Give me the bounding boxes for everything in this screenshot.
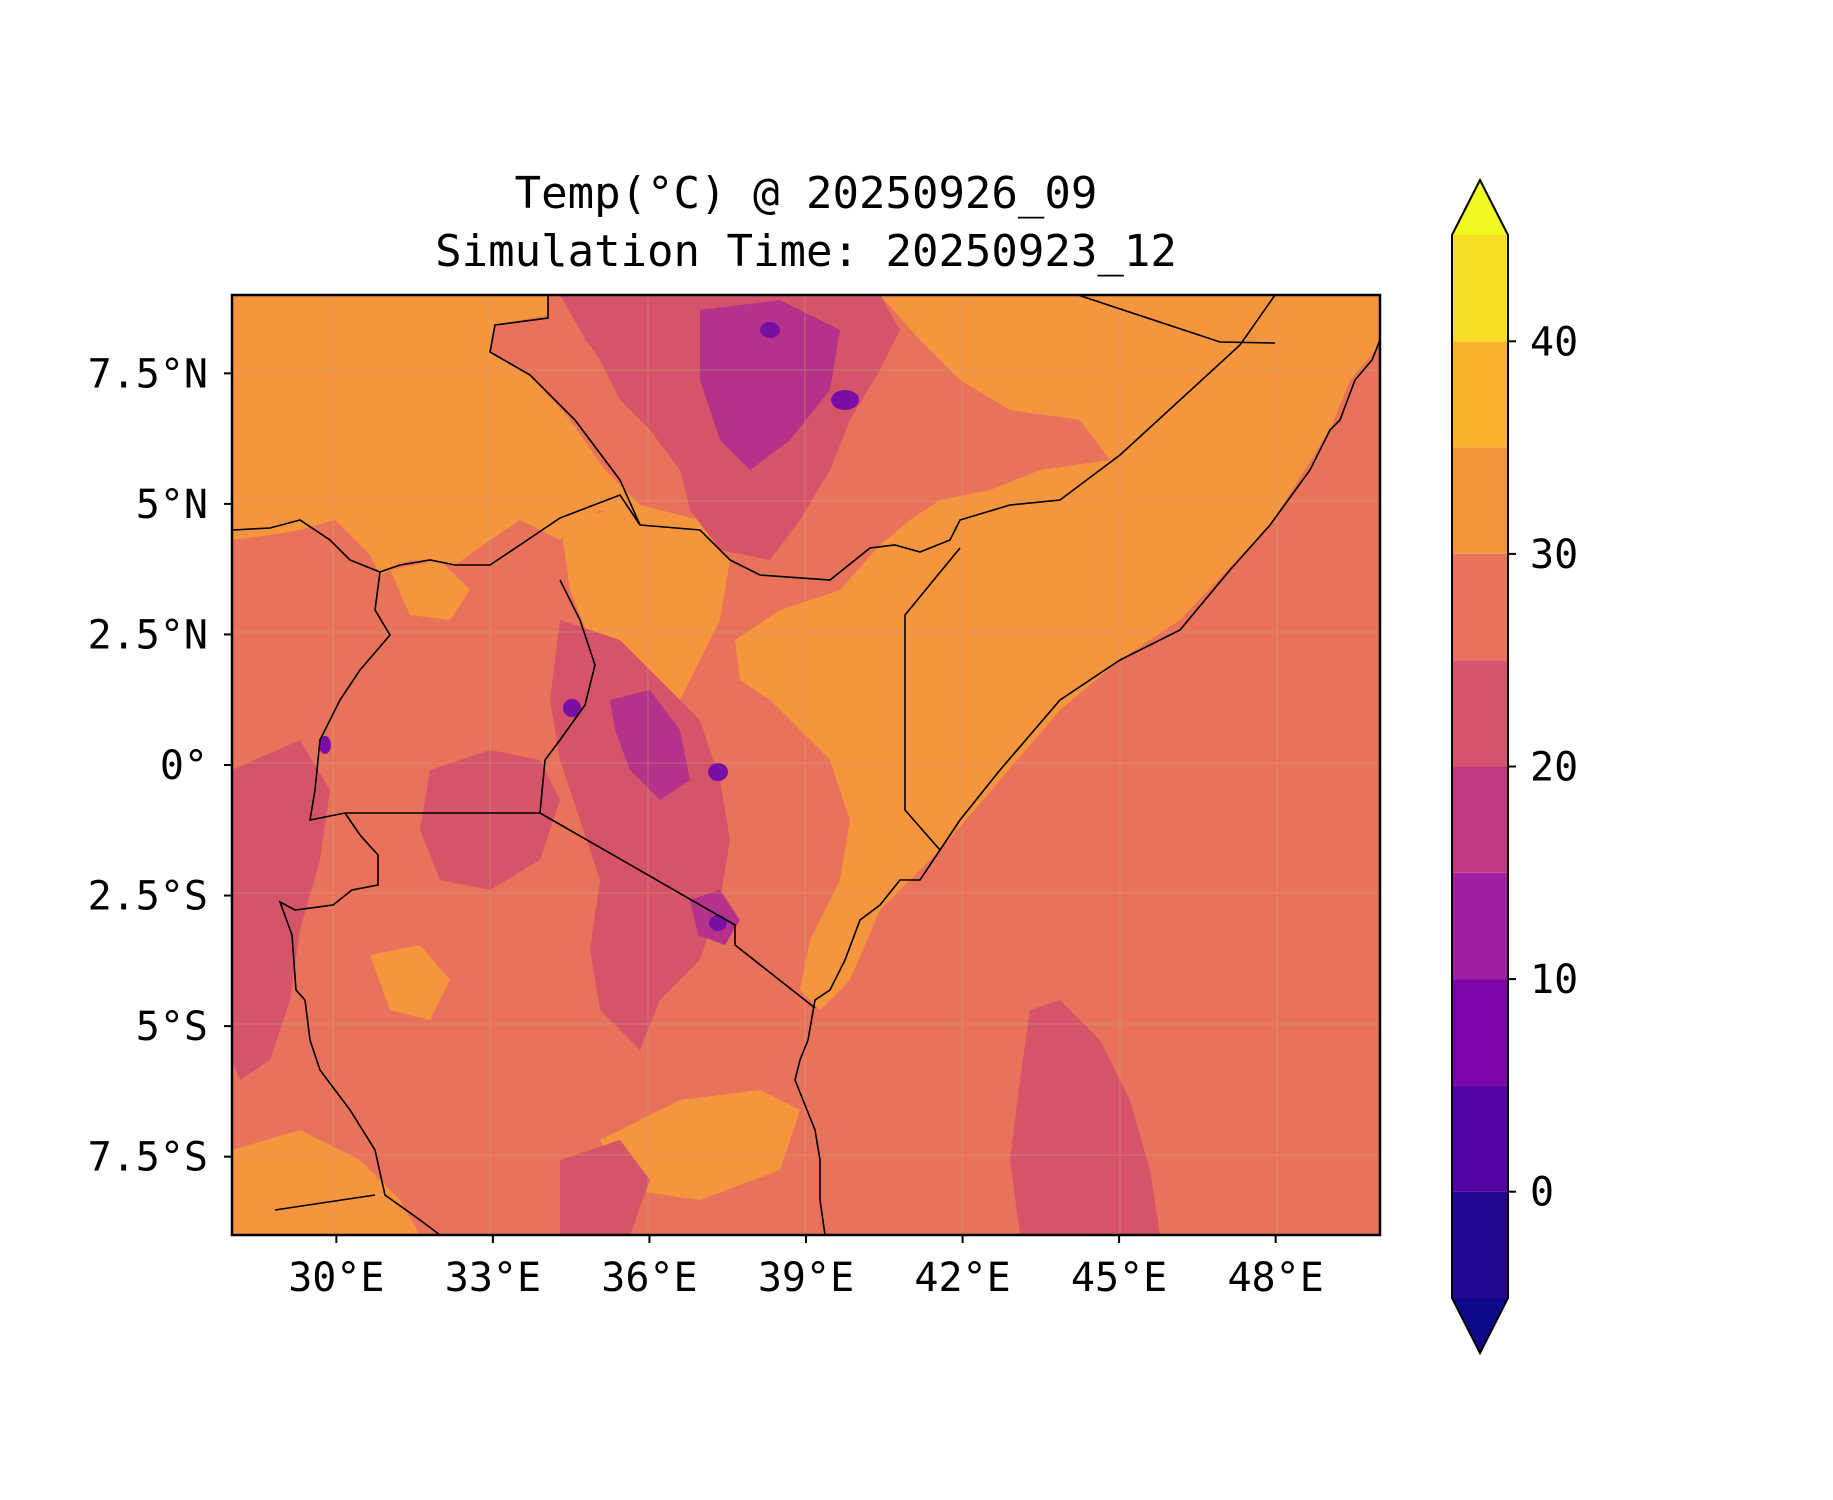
x-tick-label: 36°E [601,1255,697,1301]
y-axis: 7.5°N 5°N 2.5°N 0° 2.5°S 5°S 7.5°S [88,351,232,1181]
y-tick-label: 2.5°S [88,874,208,920]
tanzania-hot-patch [370,945,450,1020]
x-tick-label: 45°E [1071,1255,1167,1301]
x-tick-label: 42°E [914,1255,1010,1301]
colorbar-band [1452,235,1508,342]
colorbar-band [1452,660,1508,767]
colorbar-tick-label: 20 [1530,745,1578,791]
rwanda-burundi-border [278,812,379,1001]
peak-ethiopia-1 [831,390,859,410]
title-line-1: Temp(°C) @ 20250926_09 [515,168,1098,219]
lake-victoria-region [420,750,560,890]
y-tick-label: 7.5°N [88,351,208,397]
colorbar-over-arrow [1452,180,1508,235]
ocean-cool-tongue [1010,1000,1160,1235]
colorbar-outline [1451,177,1509,1356]
gridlines [232,295,1380,1235]
colorbar-tick-label: 40 [1530,319,1578,365]
country-borders [232,295,1380,1235]
title-line-2: Simulation Time: 20250923_12 [435,226,1177,277]
ne-hot-region [735,295,1380,1010]
rift-highland [550,620,730,1050]
southern-highland [560,1140,650,1235]
y-tick-label: 2.5°N [88,612,208,658]
sudan-hot-region [232,295,640,575]
kenya-mountains [610,690,690,800]
peak-mt-kenya [708,763,728,781]
temperature-map [232,295,1380,1235]
peak-kilimanjaro [709,915,727,931]
colorbar-tick-label: 30 [1530,532,1578,578]
colorbar-under-arrow [1452,1298,1508,1353]
ethiopia-west-highland [580,300,700,400]
colorbar-band [1452,766,1508,873]
x-tick-label: 48°E [1227,1255,1323,1301]
peak-elgon [563,699,581,717]
colorbar-band [1452,447,1508,554]
drc-border [304,999,441,1235]
coastline [794,339,1380,1235]
colorbar-band [1452,872,1508,980]
peak-rwenzori [319,736,331,754]
colorbar: 0 10 20 30 40 [1451,177,1578,1356]
sudan-ethiopia-border [489,295,641,526]
colorbar-tick-label: 0 [1530,1170,1554,1216]
colorbar-tick-label: 10 [1530,957,1578,1003]
y-tick-label: 7.5°S [88,1135,208,1181]
colorbar-band [1452,553,1508,661]
x-tick-label: 30°E [288,1255,384,1301]
x-axis: 30°E 33°E 36°E 39°E 42°E 45°E 48°E [288,1235,1324,1301]
x-tick-label: 39°E [758,1255,854,1301]
ethiopia-mountains [700,300,840,470]
western-rift-highland [232,740,330,1080]
somalia-kenya-border [904,547,961,851]
se-coast-hot-patch [600,1090,800,1200]
y-tick-label: 5°S [136,1004,208,1050]
colorbar-band [1452,1191,1508,1298]
x-tick-label: 33°E [445,1255,541,1301]
y-tick-label: 5°N [136,482,208,528]
zambia-border [274,1194,376,1211]
y-tick-label: 0° [160,743,208,789]
colorbar-band [1452,341,1508,448]
south-sudan-border [232,494,641,573]
colorbar-band [1452,979,1508,1086]
ethiopia-somalia-border [1077,295,1276,344]
peak-ethiopia-2 [760,322,780,338]
colorbar-band [1452,1085,1508,1192]
ethiopia-kenya-border [639,295,1276,581]
uganda-hot-patch [390,560,470,620]
kenya-tanzania-border [539,812,816,1009]
